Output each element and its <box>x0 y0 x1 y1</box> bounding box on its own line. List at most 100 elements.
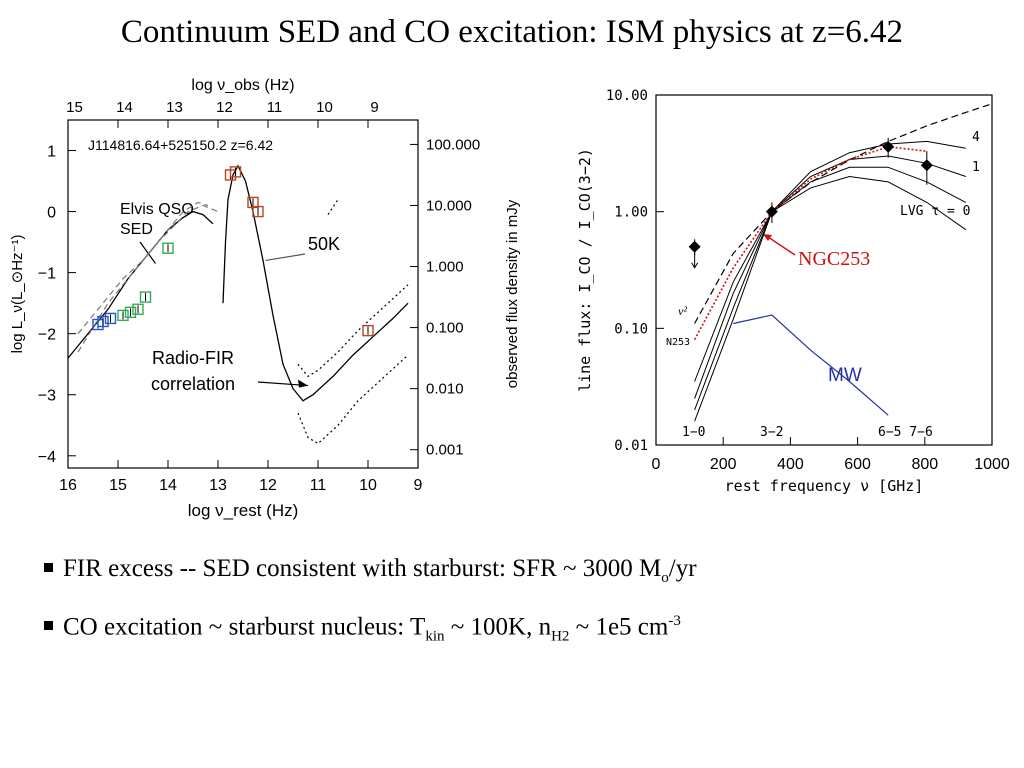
sed-left-tick-label: −4 <box>38 449 56 466</box>
sed-top-tick-label: 14 <box>116 99 133 116</box>
sed-bottom-tick-label: 12 <box>259 477 277 494</box>
co-observation-diamond <box>688 240 701 253</box>
bullet-square-icon <box>44 621 53 631</box>
sed-left-tick-label: 0 <box>47 205 56 222</box>
bullet-superscript: -3 <box>668 613 681 629</box>
co-y-tick-label: 10.00 <box>606 88 648 104</box>
nu-squared-label: ν² <box>678 304 687 318</box>
co-x-tick-label: 0 <box>652 456 661 473</box>
transition-label-6-5-7-6: 6−5 7−6 <box>878 425 933 440</box>
co-y-tick-label: 0.10 <box>614 321 648 337</box>
sed-data-point <box>362 324 374 337</box>
sed-curve-dot <box>297 354 409 445</box>
sed-data-point <box>252 205 264 218</box>
sed-data-point <box>117 309 129 322</box>
co-x-tick-label: 600 <box>844 456 871 473</box>
sed-bottom-tick-label: 14 <box>159 477 177 494</box>
lvg-model-curve <box>694 175 967 382</box>
transition-label-1-0: 1−0 <box>682 425 705 440</box>
sed-data-point <box>139 291 152 303</box>
temperature-label: 50K <box>308 234 340 254</box>
sed-curve-dot <box>297 284 409 378</box>
co-x-tick-label: 200 <box>710 456 737 473</box>
lvg-model-curve <box>694 155 966 411</box>
bullet-subscript-kin: kin <box>425 628 445 645</box>
sed-bottom-tick-label: 10 <box>359 477 377 494</box>
sed-top-tick-label: 10 <box>316 99 333 116</box>
n253-label: N253 <box>666 337 690 348</box>
ngc253-arrowhead <box>763 234 772 241</box>
nu-squared-curve <box>694 103 993 324</box>
co-observation-diamond <box>920 159 933 172</box>
temperature-arrow <box>265 253 306 262</box>
sed-data-point <box>104 312 117 325</box>
bullet-text: CO excitation ~ starburst nucleus: T <box>63 613 426 641</box>
model-label-4: 4 <box>972 130 980 145</box>
sed-bottom-tick-label: 11 <box>310 477 327 494</box>
sed-left-tick-label: 1 <box>47 144 56 161</box>
model-label-1: 1 <box>972 160 980 175</box>
co-observation-diamond <box>765 205 778 218</box>
ngc253-curve <box>693 145 927 340</box>
radio-fir-arrowhead <box>298 379 308 388</box>
sed-data-point <box>124 306 137 319</box>
sed-right-tick-label: 10.000 <box>426 197 472 214</box>
sed-bottom-tick-label: 15 <box>109 477 127 494</box>
sed-bottom-tick-label: 13 <box>209 477 227 494</box>
sed-bottom-tick-label: 16 <box>59 477 77 494</box>
co-excitation-chart: 0 200 400 600 800 1000 rest frequency ν [GHz] 1… <box>576 88 1010 495</box>
bullet-tail: /yr <box>668 555 697 582</box>
sed-plot-frame <box>67 119 419 469</box>
bullet-mid2: ~ 1e5 cm <box>569 613 669 641</box>
sed-top-axis-label: log ν_obs (Hz) <box>191 77 294 94</box>
sed-top-tick-label: 12 <box>216 99 233 116</box>
co-x-tick-label: 400 <box>777 456 804 473</box>
co-y-axis-label: line flux: I_CO / I_CO(3−2) <box>576 148 594 392</box>
lvg-label: LVG τ = 0 <box>900 204 970 219</box>
co-plot-frame <box>655 94 993 446</box>
sed-right-tick-label: 1.000 <box>426 259 464 276</box>
sed-curve-dash <box>77 204 219 335</box>
co-x-axis-label: rest frequency ν [GHz] <box>725 477 924 495</box>
milky-way-curve <box>733 314 889 416</box>
sed-right-tick-label: 0.100 <box>426 320 464 337</box>
upper-limit-arrowhead <box>691 262 699 269</box>
sed-top-tick-label: 11 <box>267 99 283 116</box>
sed-curve-solid <box>222 164 409 402</box>
sed-right-tick-label: 0.010 <box>426 381 464 398</box>
co-x-tick-label: 800 <box>911 456 938 473</box>
bullet-co-excitation: CO excitation ~ starburst nucleus: Tkin … <box>44 613 697 671</box>
sed-left-tick-label: −3 <box>38 388 56 405</box>
sed-bottom-tick-label: 9 <box>414 477 423 494</box>
sed-top-tick-label: 15 <box>66 99 83 116</box>
sed-data-point <box>132 303 144 315</box>
sed-data-point <box>97 315 109 328</box>
bullet-subscript-h2: H2 <box>551 628 570 645</box>
slide-title: Continuum SED and CO excitation: ISM phy… <box>120 14 904 50</box>
sed-x-axis-label: log ν_rest (Hz) <box>188 501 299 520</box>
sed-data-point <box>162 242 174 254</box>
co-x-tick-label: 1000 <box>974 456 1010 473</box>
ngc253-arrow <box>764 234 796 256</box>
co-y-tick-label: 0.01 <box>614 438 648 454</box>
co-observation-diamond <box>882 140 895 153</box>
elvis-arrow <box>139 241 156 264</box>
sed-left-tick-label: −2 <box>38 327 56 344</box>
sed-curve-dot <box>327 199 339 215</box>
lvg-model-curve <box>694 166 967 399</box>
lvg-model-curve <box>694 140 966 422</box>
sed-top-tick-label: 13 <box>166 99 183 116</box>
sed-data-point <box>229 166 242 178</box>
transition-label-3-2: 3−2 <box>760 425 783 440</box>
elvis-qso-sed-label: Elvis QSO SED <box>120 201 194 238</box>
bullet-square-icon <box>44 562 53 572</box>
bullet-fir-excess: FIR excess -- SED consistent with starbu… <box>44 555 697 613</box>
sed-right-tick-label: 100.000 <box>426 136 480 153</box>
sed-top-tick-label: 9 <box>370 99 378 116</box>
bullet-list: FIR excess -- SED consistent with starbu… <box>44 555 697 671</box>
sed-curve-dash <box>77 201 209 353</box>
sed-y-axis-label: log L_ν(L_⊙Hz⁻¹) <box>9 235 26 354</box>
bullet-subscript: o <box>661 570 669 586</box>
radio-fir-label: Radio-FIR correlation <box>151 348 235 394</box>
